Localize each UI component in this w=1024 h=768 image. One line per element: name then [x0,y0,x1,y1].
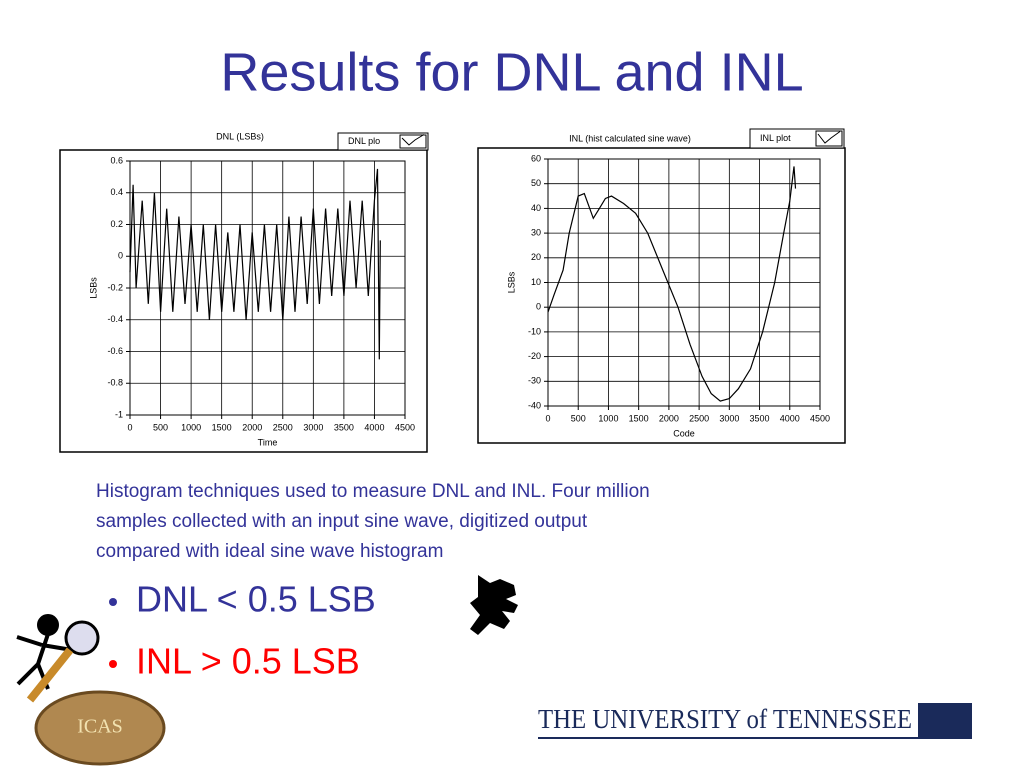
icas-logo: ICAS [34,690,166,766]
chart-title: DNL (LSBs) [216,131,264,141]
y-tick-label: -0.4 [107,314,123,324]
legend-swatch [401,134,425,146]
logo-text: ICAS [77,716,123,738]
ut-logo: THE UNIVERSITY of TENNESSEE [538,703,972,739]
x-tick-label: 2000 [242,422,262,432]
paragraph-line: Histogram techniques used to measure DNL… [96,481,650,502]
data-line [129,168,381,360]
x-tick-label: 1500 [212,422,232,432]
y-tick-label: 0 [536,302,541,312]
y-tick-label: 0 [118,251,123,261]
data-line [547,166,797,402]
magnifier-figure [16,614,100,703]
bullet: INL > 0.5 LSB [136,641,360,682]
paragraph-line: samples collected with an input sine wav… [96,511,588,532]
bullet-dot [109,598,117,606]
y-tick-label: -10 [528,326,541,336]
x-tick-label: 500 [153,422,168,432]
bullet: DNL < 0.5 LSB [136,579,376,620]
y-tick-label: 40 [531,203,541,213]
legend-swatch [817,131,841,144]
y-tick-label: -0.2 [107,282,123,292]
legend-label: INL plot [760,133,791,143]
y-tick-label: -0.6 [107,346,123,356]
y-tick-label: 0.4 [110,187,123,197]
x-tick-label: 2500 [689,413,709,423]
x-tick-label: 2000 [659,413,679,423]
x-tick-label: 500 [571,413,586,423]
bullet-dot [109,660,117,668]
x-tick-label: 4000 [364,422,384,432]
x-tick-label: 1000 [598,413,618,423]
y-tick-label: -40 [528,400,541,410]
y-tick-label: 30 [531,227,541,237]
x-tick-label: 0 [545,413,550,423]
y-tick-label: 10 [531,277,541,287]
y-axis-label: LSBs [88,277,98,299]
x-tick-label: 1500 [629,413,649,423]
y-tick-label: 0.2 [110,219,123,229]
x-tick-label: 3000 [303,422,323,432]
logo-text: THE UNIVERSITY of TENNESSEE [538,704,912,734]
logo-block [918,703,972,737]
y-tick-label: 20 [531,252,541,262]
x-tick-label: 4500 [810,413,830,423]
y-tick-label: -1 [115,409,123,419]
x-tick-label: 2500 [273,422,293,432]
chart-title: INL (hist calculated sine wave) [569,133,691,143]
y-axis-label: LSBs [506,271,516,293]
x-tick-label: 3500 [750,413,770,423]
legend-label: DNL plo [348,136,380,146]
x-tick-label: 4500 [395,422,415,432]
y-tick-label: 50 [531,178,541,188]
x-axis-label: Time [258,437,278,447]
x-tick-label: 4000 [780,413,800,423]
y-tick-label: 60 [531,153,541,163]
slide-title: Results for DNL and INL [220,42,803,102]
y-tick-label: -0.8 [107,378,123,388]
x-tick-label: 3000 [719,413,739,423]
y-tick-label: 0.6 [110,155,123,165]
x-tick-label: 1000 [181,422,201,432]
x-axis-label: Code [673,428,695,438]
thumbs-up-icon [470,575,518,635]
x-tick-label: 0 [127,422,132,432]
y-tick-label: -20 [528,351,541,361]
x-tick-label: 3500 [334,422,354,432]
y-tick-label: -30 [528,376,541,386]
paragraph-line: compared with ideal sine wave histogram [96,541,443,562]
